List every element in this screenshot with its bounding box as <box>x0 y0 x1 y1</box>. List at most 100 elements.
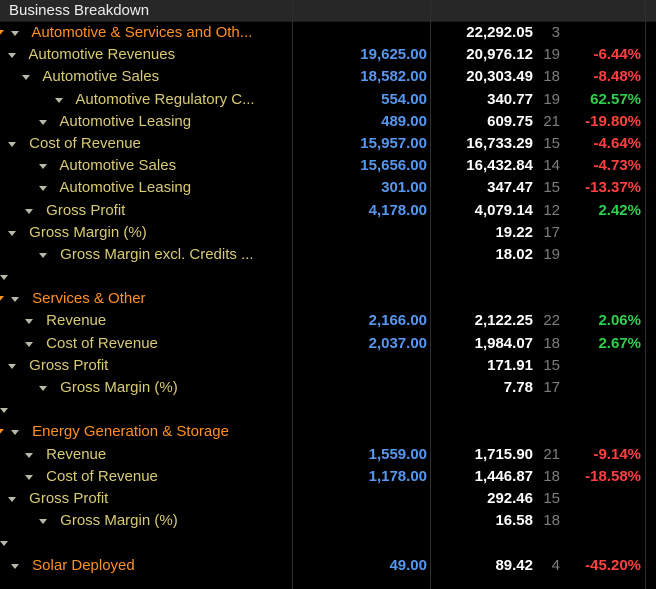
table-row[interactable]: Automotive & Services and Oth... 22,292.… <box>0 22 656 44</box>
table-row[interactable]: Solar Deployed 49.00 89.42 4 -45.20% <box>0 555 656 577</box>
collapse-triangle-icon[interactable] <box>11 297 19 303</box>
row-label-cell: Automotive Leasing <box>0 111 292 133</box>
pct-difference: -4.73% <box>593 157 641 175</box>
actual-value <box>292 355 429 377</box>
table-row[interactable]: Gross Profit 292.46 15 <box>0 488 656 510</box>
table-row[interactable] <box>0 266 656 288</box>
table-row[interactable]: Cost of Revenue 2,037.00 1,984.07 18 2.6… <box>0 333 656 355</box>
collapse-triangle-icon[interactable] <box>25 341 33 347</box>
row-right-gutter <box>643 244 656 266</box>
collapse-triangle-icon[interactable] <box>8 141 16 147</box>
row-right-gutter <box>643 555 656 577</box>
estimate-value: 1,715.90 <box>474 445 533 463</box>
actual-value <box>292 421 429 443</box>
table-row[interactable]: Gross Profit 171.91 15 <box>0 355 656 377</box>
row-label: Energy Generation & Storage <box>32 423 229 441</box>
collapse-triangle-icon[interactable] <box>25 474 33 480</box>
row-label-cell: Gross Margin (%) <box>0 510 292 532</box>
estimate-value: 16,432.84 <box>466 157 533 175</box>
estimate-count: 15 <box>543 356 560 374</box>
table-row[interactable]: Revenue 2,166.00 2,122.25 22 2.06% <box>0 310 656 332</box>
row-label-cell: Gross Margin (%) <box>0 222 292 244</box>
collapse-triangle-icon[interactable] <box>55 97 63 103</box>
panel-titlebar: Business Breakdown <box>0 0 656 22</box>
row-label: Gross Profit <box>29 356 109 374</box>
row-label: Revenue <box>46 445 107 463</box>
collapse-triangle-icon[interactable] <box>25 319 33 325</box>
section-collapse-triangle-icon[interactable] <box>0 296 4 303</box>
collapse-triangle-icon[interactable] <box>39 119 47 125</box>
table-row[interactable]: Revenue 1,559.00 1,715.90 21 -9.14% <box>0 444 656 466</box>
estimate-value <box>429 532 535 554</box>
collapse-triangle-icon[interactable] <box>0 541 8 547</box>
estimate-count: 17 <box>543 223 560 241</box>
collapse-triangle-icon[interactable] <box>25 208 33 214</box>
table-row[interactable]: Automotive Leasing 301.00 347.47 15 -13.… <box>0 177 656 199</box>
collapse-triangle-icon[interactable] <box>8 230 16 236</box>
actual-value <box>292 532 429 554</box>
row-label-cell: Automotive Leasing <box>0 177 292 199</box>
table-row[interactable] <box>0 399 656 421</box>
table-row[interactable]: Automotive Sales 15,656.00 16,432.84 14 … <box>0 155 656 177</box>
row-right-gutter <box>643 377 656 399</box>
table-row[interactable]: Gross Margin (%) 16.58 18 <box>0 510 656 532</box>
estimate-count: 15 <box>543 179 560 197</box>
table-row[interactable] <box>0 532 656 554</box>
actual-value: 49.00 <box>389 556 427 574</box>
table-row[interactable]: Automotive Regulatory C... 554.00 340.77… <box>0 89 656 111</box>
table-row[interactable]: Cost of Revenue 15,957.00 16,733.29 15 -… <box>0 133 656 155</box>
estimate-value: 19.22 <box>495 223 533 241</box>
collapse-triangle-icon[interactable] <box>39 519 47 525</box>
table-row[interactable]: Automotive Sales 18,582.00 20,303.49 18 … <box>0 66 656 88</box>
row-right-gutter <box>643 399 656 421</box>
row-label: Solar Deployed <box>32 556 135 574</box>
table-row[interactable]: Energy Generation & Storage <box>0 421 656 443</box>
table-row[interactable]: Gross Profit 4,178.00 4,079.14 12 2.42% <box>0 200 656 222</box>
collapse-triangle-icon[interactable] <box>8 53 16 59</box>
row-right-gutter <box>643 155 656 177</box>
row-label-cell: Gross Profit <box>0 200 292 222</box>
collapse-triangle-icon[interactable] <box>39 252 47 258</box>
row-label-cell: Revenue <box>0 310 292 332</box>
row-label: Cost of Revenue <box>46 334 158 352</box>
row-label: Revenue <box>46 312 107 330</box>
pct-difference <box>560 222 643 244</box>
table-row[interactable]: Gross Margin excl. Credits ... 18.02 19 <box>0 244 656 266</box>
collapse-triangle-icon[interactable] <box>0 275 8 281</box>
row-label: Automotive & Services and Oth... <box>31 24 253 41</box>
collapse-triangle-icon[interactable] <box>8 363 16 369</box>
table-row[interactable]: Automotive Revenues 19,625.00 20,976.12 … <box>0 44 656 66</box>
estimate-count: 18 <box>543 334 560 352</box>
section-collapse-triangle-icon[interactable] <box>0 429 4 436</box>
pct-difference <box>560 355 643 377</box>
estimate-count: 18 <box>543 467 560 485</box>
collapse-triangle-icon[interactable] <box>39 164 47 170</box>
collapse-triangle-icon[interactable] <box>39 186 47 192</box>
estimate-count <box>535 288 560 310</box>
row-label-cell: Energy Generation & Storage <box>0 421 292 443</box>
estimate-count <box>535 421 560 443</box>
collapse-triangle-icon[interactable] <box>25 452 33 458</box>
collapse-triangle-icon[interactable] <box>22 75 30 81</box>
actual-value <box>292 266 429 288</box>
table-row[interactable]: Gross Margin (%) 19.22 17 <box>0 222 656 244</box>
actual-value: 489.00 <box>381 112 427 130</box>
section-collapse-triangle-icon[interactable] <box>0 30 4 36</box>
estimate-value: 347.47 <box>487 179 533 197</box>
table-row[interactable]: Services & Other <box>0 288 656 310</box>
table-row[interactable]: Cost of Revenue 1,178.00 1,446.87 18 -18… <box>0 466 656 488</box>
collapse-triangle-icon[interactable] <box>8 496 16 502</box>
collapse-triangle-icon[interactable] <box>11 31 19 36</box>
collapse-triangle-icon[interactable] <box>11 563 19 569</box>
table-row[interactable]: Automotive Leasing 489.00 609.75 21 -19.… <box>0 111 656 133</box>
row-right-gutter <box>643 355 656 377</box>
collapse-triangle-icon[interactable] <box>0 408 8 414</box>
actual-value: 19,625.00 <box>360 46 427 64</box>
table-row[interactable]: Gross Margin (%) 7.78 17 <box>0 377 656 399</box>
pct-difference: 2.06% <box>598 312 641 330</box>
pct-difference: -19.80% <box>585 112 641 130</box>
row-label-cell <box>0 399 292 421</box>
collapse-triangle-icon[interactable] <box>39 386 47 391</box>
collapse-triangle-icon[interactable] <box>11 430 19 436</box>
